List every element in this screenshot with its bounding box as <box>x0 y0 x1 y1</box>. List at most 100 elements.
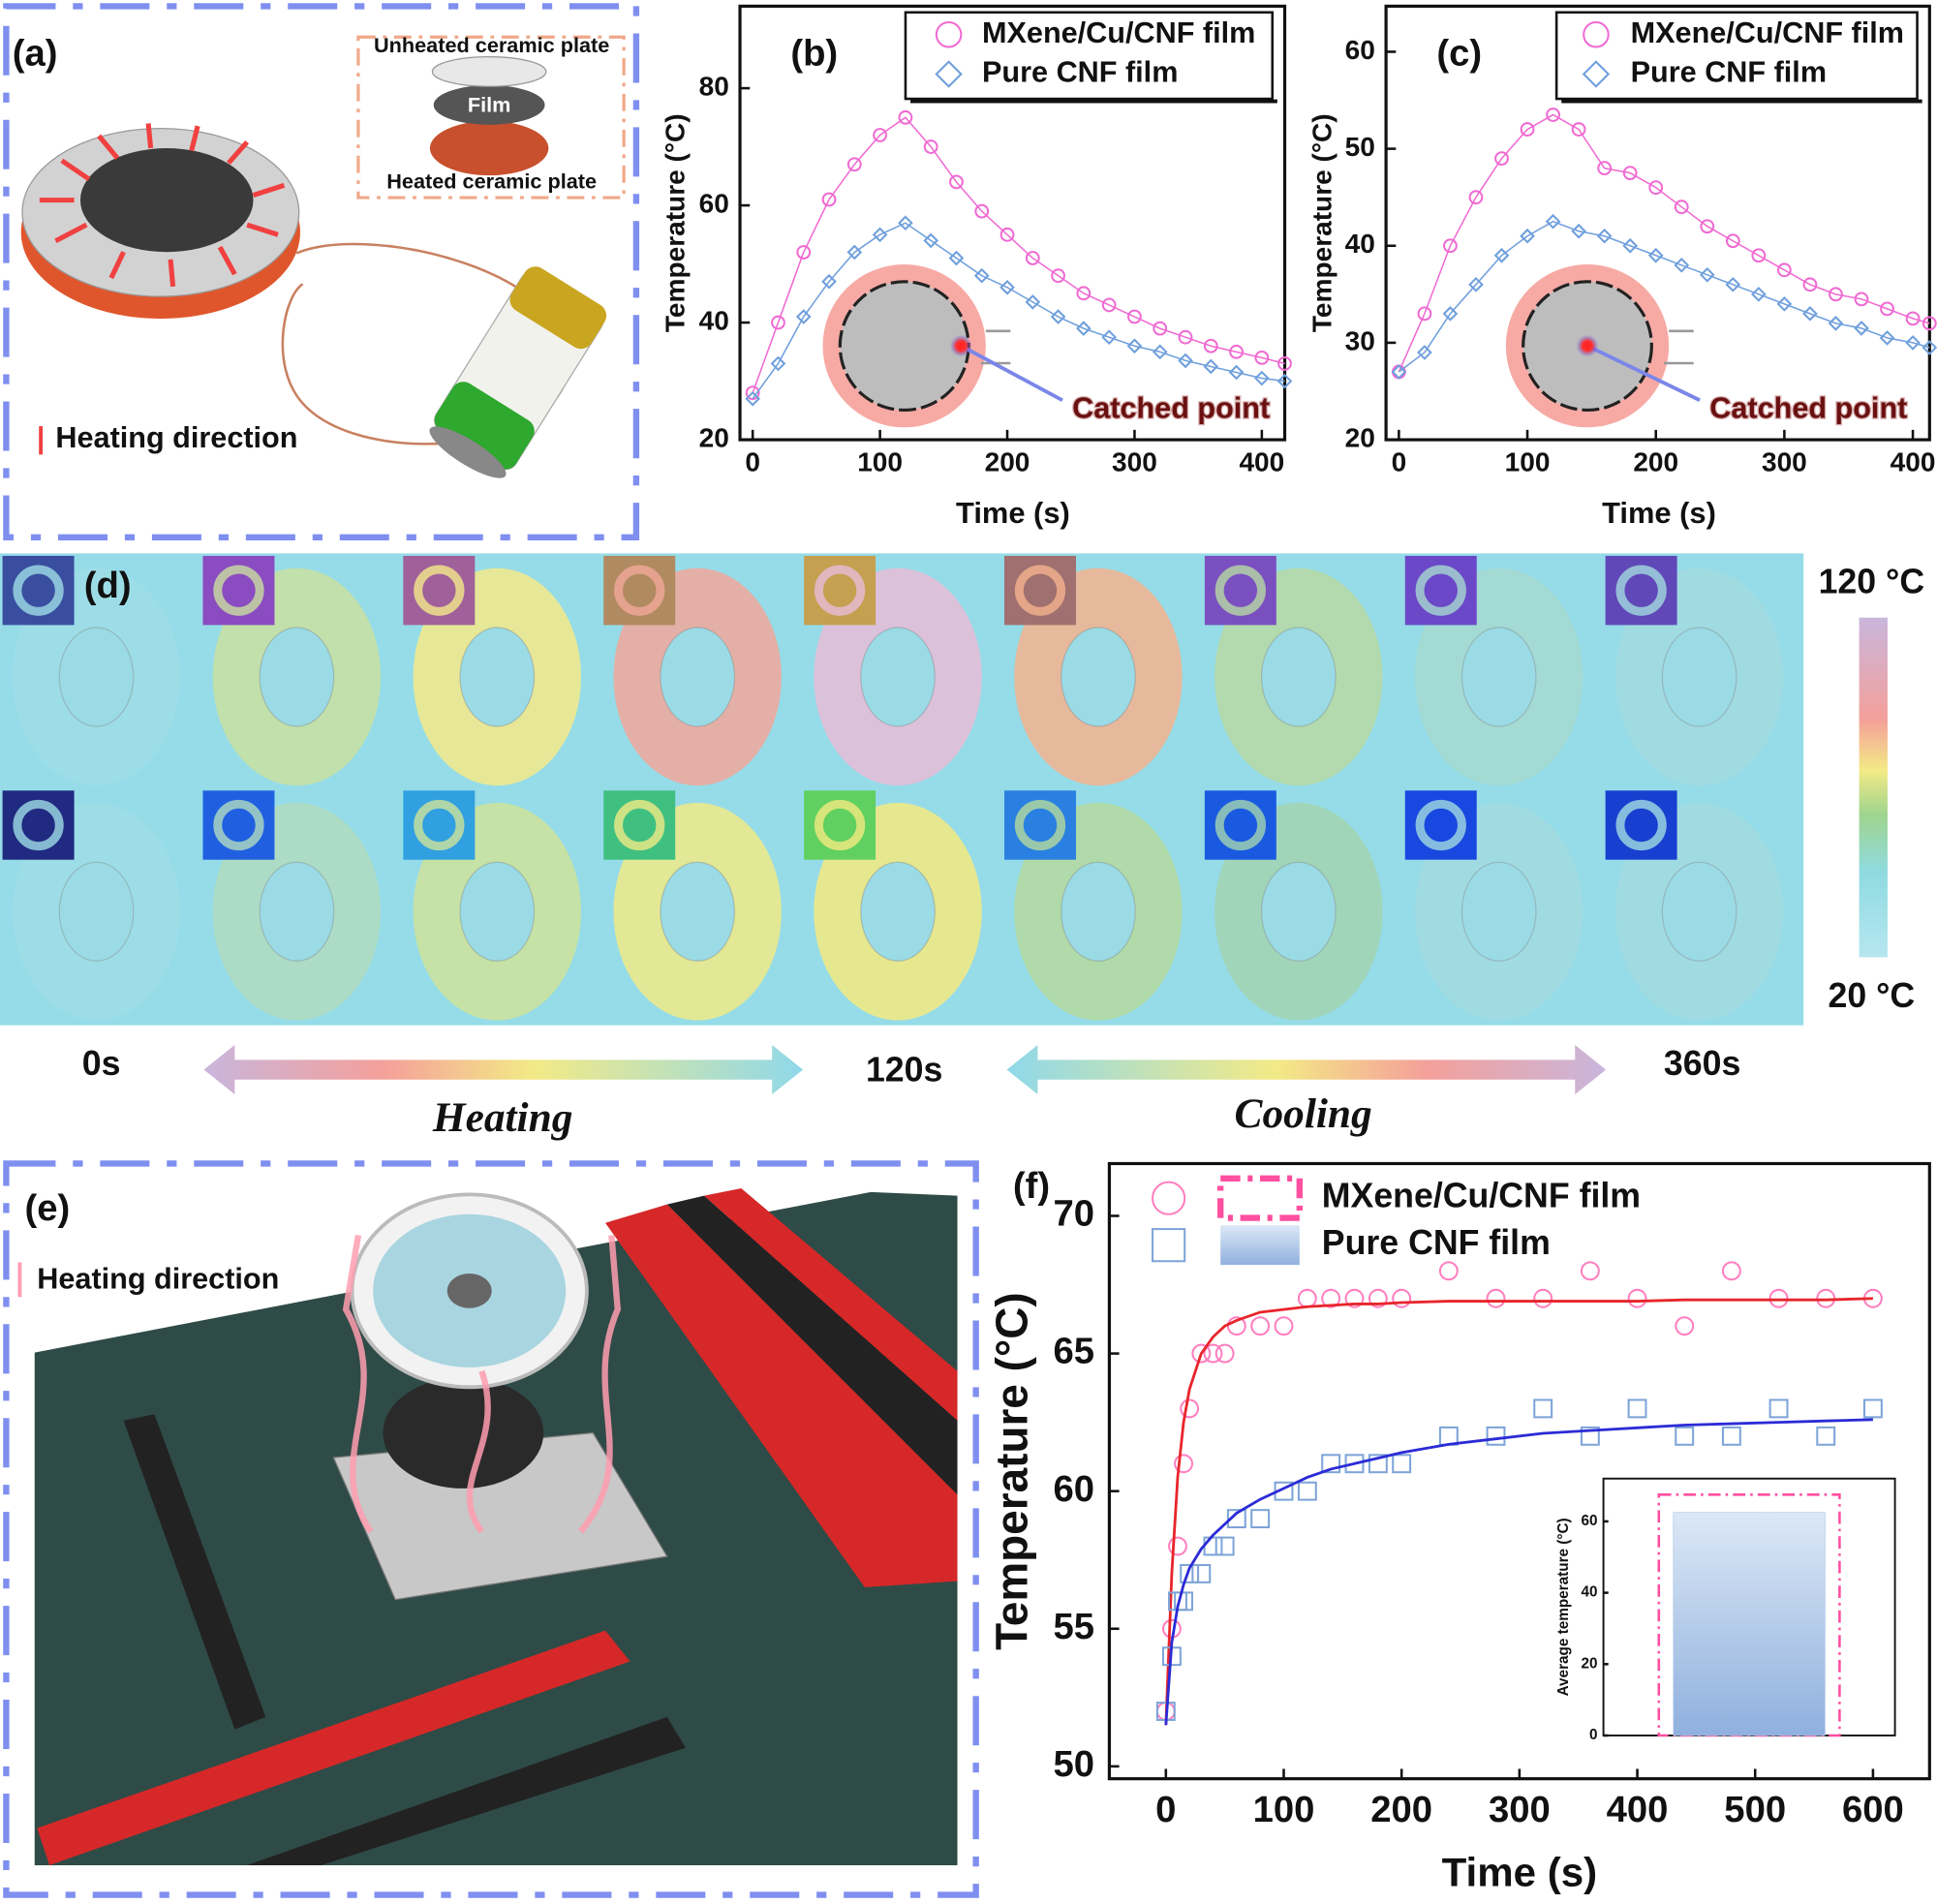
y-tick-label: 20 <box>1345 422 1375 452</box>
thermal-hole <box>1061 627 1136 727</box>
series-line <box>752 222 1285 400</box>
marker <box>821 192 837 207</box>
cooling-label: Cooling <box>1235 1090 1372 1137</box>
x-tick-label: 300 <box>1489 1789 1551 1830</box>
legend-label: MXene/Cu/CNF film <box>1631 16 1904 49</box>
marker <box>1494 151 1509 167</box>
marker <box>935 20 963 48</box>
marker <box>1250 1509 1271 1529</box>
marker <box>1580 1261 1600 1281</box>
marker <box>821 273 837 290</box>
film-icon <box>433 85 545 125</box>
marker <box>1468 190 1484 205</box>
marker <box>1674 200 1689 215</box>
thermal-hole <box>1260 627 1337 727</box>
marker <box>1254 350 1270 365</box>
x-tick-label: 200 <box>1370 1789 1432 1830</box>
y-tick-label: 20 <box>1581 1655 1597 1672</box>
marker <box>1368 1288 1388 1308</box>
marker <box>1254 370 1270 386</box>
panel-a: Unheated ceramic plate Film Heated ceram… <box>3 3 640 541</box>
y-tick-label: 50 <box>1345 132 1375 162</box>
colorbar-max: 120 °C <box>1819 563 1925 601</box>
fit-line <box>1164 1297 1873 1726</box>
legend-label: Pure CNF film <box>982 56 1178 89</box>
marker <box>1768 1288 1789 1308</box>
marker <box>1168 1536 1187 1556</box>
marker <box>1905 335 1921 351</box>
thumbnail-ring <box>1415 565 1466 616</box>
marker <box>898 215 913 231</box>
panel-border <box>3 3 640 541</box>
heated-plate-icon <box>429 120 549 176</box>
inset-arrow <box>960 344 1063 402</box>
marker <box>999 227 1015 242</box>
time-label: 360s <box>1664 1044 1740 1083</box>
marker <box>1582 60 1611 88</box>
plot-frame <box>738 4 1287 442</box>
thumbnail-ring <box>1214 565 1267 616</box>
marker <box>1344 1454 1365 1474</box>
unheated-plate-icon <box>431 56 547 87</box>
marker <box>1854 292 1869 307</box>
thermal-hole <box>660 627 736 727</box>
pcie-slot <box>247 1716 686 1865</box>
marker <box>1721 1426 1741 1446</box>
time-label: 0s <box>82 1044 121 1083</box>
marker <box>1051 268 1065 284</box>
x-tick-label: 600 <box>1842 1789 1904 1830</box>
marker <box>1675 1426 1695 1446</box>
thermal-hole <box>58 861 135 962</box>
marker <box>949 174 964 190</box>
inset-film <box>838 280 970 413</box>
marker <box>873 128 887 142</box>
marker <box>1174 1454 1194 1474</box>
thermal-hole <box>259 627 335 727</box>
marker <box>1751 248 1767 263</box>
marker <box>1127 309 1142 324</box>
marker <box>1829 287 1843 302</box>
colorbar <box>1859 617 1888 958</box>
marker <box>1486 1426 1506 1446</box>
marker <box>1203 1343 1223 1364</box>
heat-flow <box>342 1234 622 1534</box>
legend-box <box>1554 11 1919 101</box>
marker <box>1493 247 1510 263</box>
marker <box>1214 1536 1235 1556</box>
marker <box>935 60 963 88</box>
marker <box>1571 122 1586 137</box>
thumbnail-ring <box>1214 799 1267 851</box>
marker <box>1174 1591 1194 1612</box>
series-line <box>1398 220 1930 373</box>
marker <box>1768 1398 1789 1419</box>
marker <box>1699 266 1715 283</box>
thermal-hole <box>1661 861 1737 962</box>
annotation: Catched point <box>1072 392 1270 425</box>
marker <box>1178 329 1193 345</box>
y-tick-label: 65 <box>1054 1331 1095 1372</box>
panel-border <box>3 1160 979 1898</box>
y-tick-label: 40 <box>699 305 729 335</box>
marker <box>898 109 913 125</box>
thumbnail-ring <box>1014 799 1066 851</box>
panel-label: (e) <box>25 1187 71 1229</box>
marker <box>923 139 938 154</box>
thermal-hole <box>1460 861 1537 962</box>
thumbnail-ring <box>1415 799 1466 851</box>
marker <box>1443 238 1458 254</box>
x-tick-label: 100 <box>1253 1789 1315 1830</box>
panel-d-labels: (d) 120 °C 20 °C 0s 120s 360s Heating Co… <box>82 563 1924 1141</box>
marker <box>1627 1288 1647 1308</box>
marker <box>1276 373 1293 389</box>
marker <box>1571 223 1586 239</box>
marker <box>1751 287 1767 302</box>
y-tick-label: 60 <box>1581 1513 1597 1529</box>
marker <box>1776 262 1792 278</box>
marker <box>1417 345 1432 360</box>
marker <box>1228 364 1245 381</box>
marker <box>1596 228 1613 244</box>
thermal-hole <box>660 861 736 962</box>
marker <box>846 244 863 261</box>
thumbnail-ring <box>614 565 665 616</box>
marker <box>745 385 760 401</box>
